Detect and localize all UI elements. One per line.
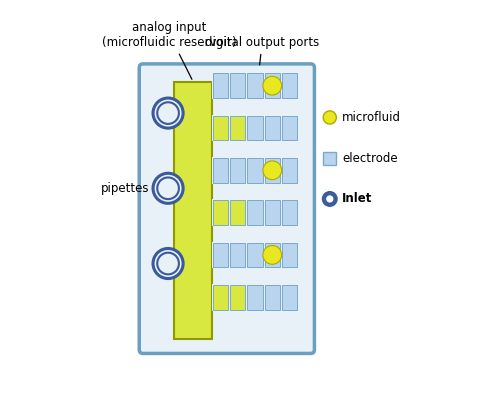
FancyBboxPatch shape: [139, 64, 315, 353]
Bar: [265, 200, 280, 225]
Bar: [282, 243, 297, 267]
Bar: [282, 158, 297, 183]
Bar: [230, 285, 245, 310]
Bar: [265, 243, 280, 267]
Bar: [212, 199, 298, 226]
Text: electrode: electrode: [342, 152, 397, 165]
Text: analog input
(microfluidic reservoir): analog input (microfluidic reservoir): [102, 21, 237, 79]
Bar: [230, 200, 245, 225]
Circle shape: [157, 253, 179, 274]
Bar: [230, 243, 245, 267]
Bar: [247, 243, 263, 267]
Bar: [323, 152, 336, 165]
Bar: [212, 157, 298, 184]
Bar: [230, 158, 245, 183]
Bar: [247, 73, 263, 98]
Bar: [282, 200, 297, 225]
Bar: [265, 285, 280, 310]
Circle shape: [263, 76, 282, 95]
Text: microfluid: microfluid: [342, 111, 401, 124]
Bar: [247, 285, 263, 310]
Text: pipettes: pipettes: [101, 182, 180, 195]
Bar: [265, 73, 280, 98]
Bar: [213, 285, 228, 310]
Bar: [265, 158, 280, 183]
Bar: [247, 116, 263, 140]
Bar: [282, 116, 297, 140]
Bar: [282, 73, 297, 98]
Bar: [213, 200, 228, 225]
Circle shape: [263, 245, 282, 264]
Text: Inlet: Inlet: [342, 193, 372, 206]
Circle shape: [153, 173, 183, 204]
Bar: [282, 285, 297, 310]
Bar: [212, 284, 298, 311]
Circle shape: [153, 248, 183, 278]
Bar: [230, 73, 245, 98]
Circle shape: [323, 111, 336, 124]
Circle shape: [325, 195, 334, 204]
Bar: [213, 158, 228, 183]
Circle shape: [263, 161, 282, 179]
Bar: [213, 73, 228, 98]
Bar: [230, 116, 245, 140]
Circle shape: [323, 193, 336, 206]
Bar: [212, 115, 298, 141]
Bar: [213, 116, 228, 140]
Circle shape: [153, 98, 183, 128]
Bar: [212, 72, 298, 99]
Bar: [265, 116, 280, 140]
Bar: [247, 158, 263, 183]
Circle shape: [157, 102, 179, 124]
Bar: [213, 243, 228, 267]
Bar: [247, 200, 263, 225]
Bar: [174, 82, 212, 339]
Circle shape: [157, 177, 179, 199]
Text: digital output ports: digital output ports: [205, 36, 319, 65]
Bar: [212, 242, 298, 268]
